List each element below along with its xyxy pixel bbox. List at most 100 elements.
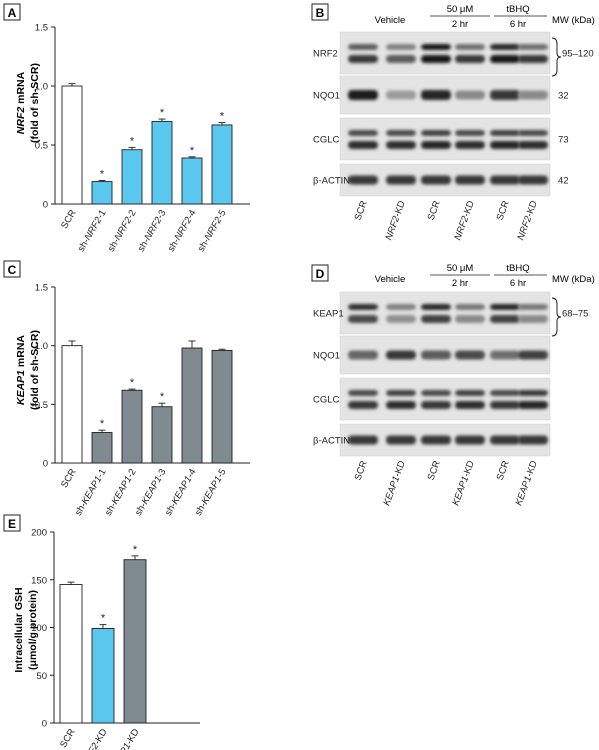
b-blot-strip xyxy=(339,31,551,75)
a-bar xyxy=(61,85,83,205)
c-bar xyxy=(61,345,83,464)
a-y-tick-label: 0 xyxy=(43,200,48,211)
c-bar xyxy=(91,432,113,464)
b-band xyxy=(348,44,378,50)
d-band xyxy=(518,401,548,409)
b-band xyxy=(518,44,548,50)
d-band xyxy=(421,390,451,396)
d-band xyxy=(490,315,520,323)
b-band xyxy=(455,44,485,50)
chart-a: 0 0.5 1.0 1.5 SCR * sh-NRF2-1 * sh-NRF2-2 * sh-NRF… xyxy=(35,23,250,254)
blot-b-6hr: 6 hr xyxy=(510,19,526,30)
e-bar xyxy=(91,628,115,724)
b-mw-label: 73 xyxy=(558,135,569,146)
panel-a: A NRF2 mRNA (fold of sh-SCR) 0 0.5 1.0 1.5 S… xyxy=(3,3,250,254)
a-bar xyxy=(211,124,233,205)
b-band xyxy=(518,130,548,136)
blot-d-conc: 50 μM xyxy=(447,263,474,274)
a-x-tick-label: SCR xyxy=(59,208,79,231)
d-blot-strip xyxy=(339,291,551,335)
a-x-tick-label: sh-NRF2-1 xyxy=(76,208,109,254)
panel-a-letter: A xyxy=(8,6,17,20)
d-band xyxy=(455,390,485,396)
b-band xyxy=(490,141,520,149)
d-band xyxy=(386,315,416,323)
b-mw-label: 95–120 xyxy=(562,49,594,60)
b-band xyxy=(386,90,416,100)
a-y-tick-label: 1.5 xyxy=(35,23,48,34)
d-band xyxy=(386,435,416,445)
panel-c-letter: C xyxy=(8,263,17,277)
b-lane-label: SCR xyxy=(426,199,443,222)
panel-b: B Vehicle 50 μM 2 hr tBHQ 6 hr MW (kDa) … xyxy=(311,3,595,242)
d-lane-label: SCR xyxy=(426,459,443,482)
b-band xyxy=(421,90,451,100)
c-significance-star: * xyxy=(130,377,135,389)
b-band xyxy=(421,44,451,50)
chart-e: 0 50 100 150 200 SCR * NRF2-KD * KEAP1-KD xyxy=(31,528,200,750)
d-band xyxy=(455,435,485,445)
e-significance-star: * xyxy=(101,613,106,625)
a-x-tick-label: sh-NRF2-2 xyxy=(106,208,139,254)
d-band xyxy=(348,390,378,396)
d-band xyxy=(490,350,520,360)
d-band xyxy=(421,315,451,323)
c-bar xyxy=(211,349,233,464)
c-x-tick-label: sh-KEAP1-5 xyxy=(193,467,229,518)
b-protein-label: CGLC xyxy=(313,135,340,146)
b-band xyxy=(490,90,520,100)
panel-e: E Intracellular GSH (μmol/g protein) 0 50… xyxy=(3,514,200,750)
d-band xyxy=(455,304,485,310)
b-band xyxy=(348,175,378,185)
a-bar xyxy=(151,120,173,205)
b-band xyxy=(421,141,451,149)
b-protein-label: NRF2 xyxy=(313,49,338,60)
b-band xyxy=(518,90,548,100)
blot-b-tbhq: tBHQ xyxy=(506,4,529,15)
d-band xyxy=(348,350,378,360)
chart-c: 00.51.01.5SCR*sh-KEAP1-1*sh-KEAP1-2*sh-K… xyxy=(35,283,250,518)
a-significance-star: * xyxy=(190,145,195,157)
d-band xyxy=(490,435,520,445)
b-band xyxy=(386,175,416,185)
d-lane-label: KEAP1-KD xyxy=(513,459,539,507)
b-mw-label: 42 xyxy=(558,176,569,187)
b-band xyxy=(348,55,378,63)
b-band xyxy=(455,141,485,149)
blot-d-tbhq: tBHQ xyxy=(506,263,529,274)
d-band xyxy=(421,304,451,310)
d-band xyxy=(455,315,485,323)
d-band xyxy=(490,401,520,409)
b-band xyxy=(490,44,520,50)
e-bar xyxy=(123,559,147,724)
c-bar xyxy=(181,347,203,464)
d-protein-label: KEAP1 xyxy=(313,309,344,320)
e-bar xyxy=(59,584,83,724)
d-band xyxy=(421,435,451,445)
b-band xyxy=(455,130,485,136)
d-band xyxy=(348,401,378,409)
b-band xyxy=(455,175,485,185)
blot-b-conc: 50 μM xyxy=(447,4,474,15)
blot-b-2hr: 2 hr xyxy=(452,19,468,30)
b-band xyxy=(386,141,416,149)
panel-a-ylabel: NRF2 mRNA xyxy=(15,71,27,134)
d-band xyxy=(455,401,485,409)
c-y-tick-label: 0.5 xyxy=(35,400,48,411)
c-x-tick-label: SCR xyxy=(59,467,79,490)
panel-e-ylabel-2: (μmol/g protein) xyxy=(27,590,39,670)
c-bar xyxy=(121,389,143,464)
b-band xyxy=(490,130,520,136)
b-band xyxy=(386,130,416,136)
d-band xyxy=(386,304,416,310)
d-blot-strip xyxy=(339,377,551,421)
panel-e-ylabel: Intracellular GSH xyxy=(13,587,25,672)
d-protein-label: β-ACTIN xyxy=(313,436,350,447)
d-lane-label: KEAP1-KD xyxy=(381,459,407,507)
d-band xyxy=(490,304,520,310)
d-band xyxy=(518,315,548,323)
e-y-tick-label: 100 xyxy=(31,623,47,634)
panel-d: D Vehicle 50 μM 2 hr tBHQ 6 hr MW (kDa) … xyxy=(311,263,595,507)
d-band xyxy=(421,350,451,360)
d-band xyxy=(386,350,416,360)
